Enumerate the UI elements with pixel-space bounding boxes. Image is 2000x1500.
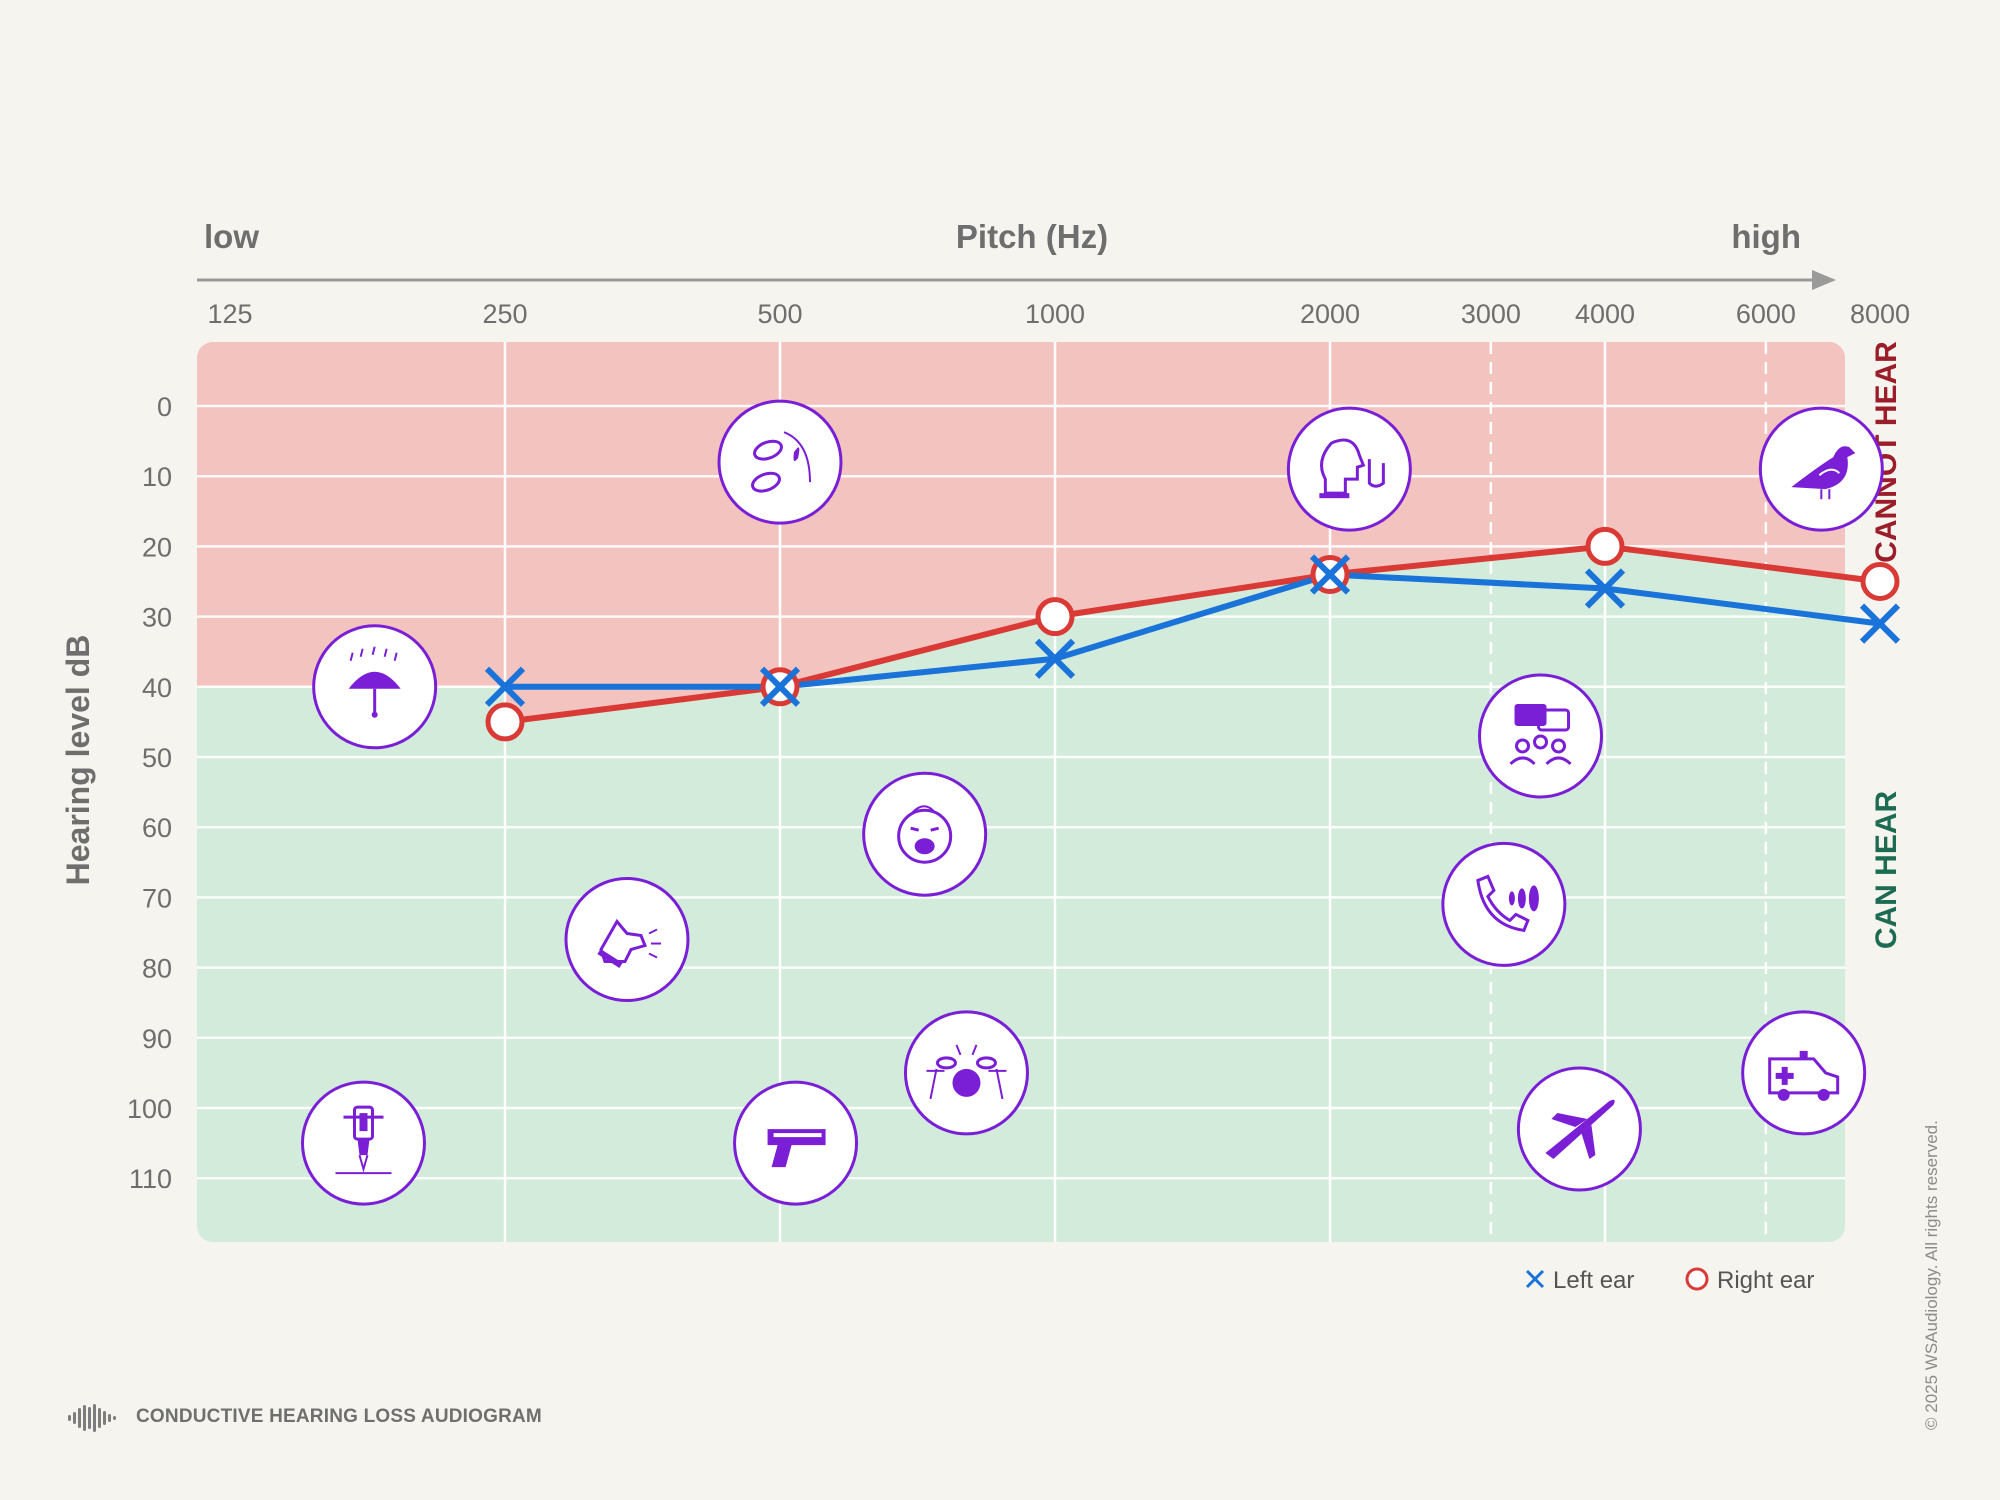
left-ear-marker [1859,603,1901,644]
right-ear-marker [485,702,525,742]
can-hear-label: CAN HEAR [1870,791,1903,950]
sound-icon-glyph [1319,438,1385,499]
legend-label-right-ear: Right ear [1717,1267,1814,1294]
sound-icon-glyph [348,646,401,718]
cannot-hear-zone [197,342,1845,722]
y-tick-label: 60 [142,813,172,843]
sound-icon-glyph [1509,703,1572,766]
o-marker-icon [1685,1267,1709,1291]
y-tick-label: 90 [142,1024,172,1054]
right-ear-marker [1585,526,1625,566]
phone-ringing-icon [1441,841,1567,967]
x-tick-label: 6000 [1736,299,1796,329]
y-tick-label: 30 [142,603,172,633]
sound-wave-icon [68,1404,116,1432]
airplane-icon [1516,1066,1642,1192]
y-tick-label: 20 [142,532,172,562]
sound-icon-badge [862,771,988,897]
y-tick-label: 50 [142,743,172,773]
sound-icon-badge [717,399,843,525]
right-ear-marker [1860,562,1900,601]
sound-icon-glyph [926,1044,1007,1100]
pitch-arrow-head-icon [1812,270,1836,290]
leaves-rustling-icon [717,399,843,525]
sound-icon-badge [1741,1010,1867,1136]
x-tick-label: 4000 [1575,299,1635,329]
x-tick-label: 1000 [1025,299,1085,329]
whispering-icon [1286,406,1412,532]
sound-icon-glyph [1791,446,1856,500]
legend-right-ear: Right ear [1685,1267,1814,1294]
right-ear-line [504,543,1881,725]
left-ear-marker [1034,638,1076,679]
y-tick-label: 10 [142,462,172,492]
group-conversation-icon [1478,673,1604,799]
left-ear-marker [759,666,801,707]
sound-icon-glyph [335,1105,392,1175]
chart-title: CONDUCTIVE HEARING LOSS AUDIOGRAM [136,1406,542,1427]
legend-label-left-ear: Left ear [1553,1267,1634,1294]
axis-label-high: high [1731,218,1801,255]
sound-icon-glyph [1476,874,1539,933]
sound-icon-badge [1286,406,1412,532]
axis-label-low: low [204,218,259,255]
legend-left-ear: Left ear [1525,1267,1634,1294]
y-axis-title: Hearing level dB [60,635,96,886]
y-tick-label: 40 [142,673,172,703]
x-axis-title: Pitch (Hz) [956,218,1108,255]
bird-singing-icon [1758,406,1884,532]
left-ear-marker [1309,554,1351,595]
y-tick-label: 100 [127,1094,172,1124]
rain-umbrella-icon [312,624,438,750]
sound-icon-glyph [1768,1050,1840,1101]
sound-icon-glyph [767,1129,826,1168]
y-tick-label: 0 [157,392,172,422]
left-ear-marker [484,666,526,707]
right-ear-marker [1035,597,1075,637]
sound-icon-badge [564,877,690,1003]
y-tick-label: 70 [142,883,172,913]
copyright-notice: © 2025 WSAudiology. All rights reserved. [1922,1120,1941,1430]
crying-baby-icon [862,771,988,897]
left-ear-line [505,571,1881,690]
sound-icon-badge [1441,841,1567,967]
sound-icon-glyph [1545,1099,1615,1160]
x-tick-label: 500 [757,299,802,329]
sound-icon-glyph [751,431,811,493]
ambulance-siren-icon [1741,1010,1867,1136]
sound-icon-glyph [597,918,661,969]
dog-barking-icon [564,877,690,1003]
y-tick-label: 80 [142,954,172,984]
jackhammer-icon [300,1080,426,1206]
y-tick-label: 110 [129,1164,172,1194]
x-tick-label: 125 [207,299,252,329]
x-tick-label: 3000 [1461,299,1521,329]
sound-icon-glyph [897,805,953,864]
left-ear-marker [1584,568,1626,609]
drum-kit-icon [903,1010,1029,1136]
x-tick-label: 250 [482,299,527,329]
x-tick-label: 8000 [1850,299,1910,329]
x-tick-label: 2000 [1300,299,1360,329]
handgun-icon [733,1080,859,1206]
